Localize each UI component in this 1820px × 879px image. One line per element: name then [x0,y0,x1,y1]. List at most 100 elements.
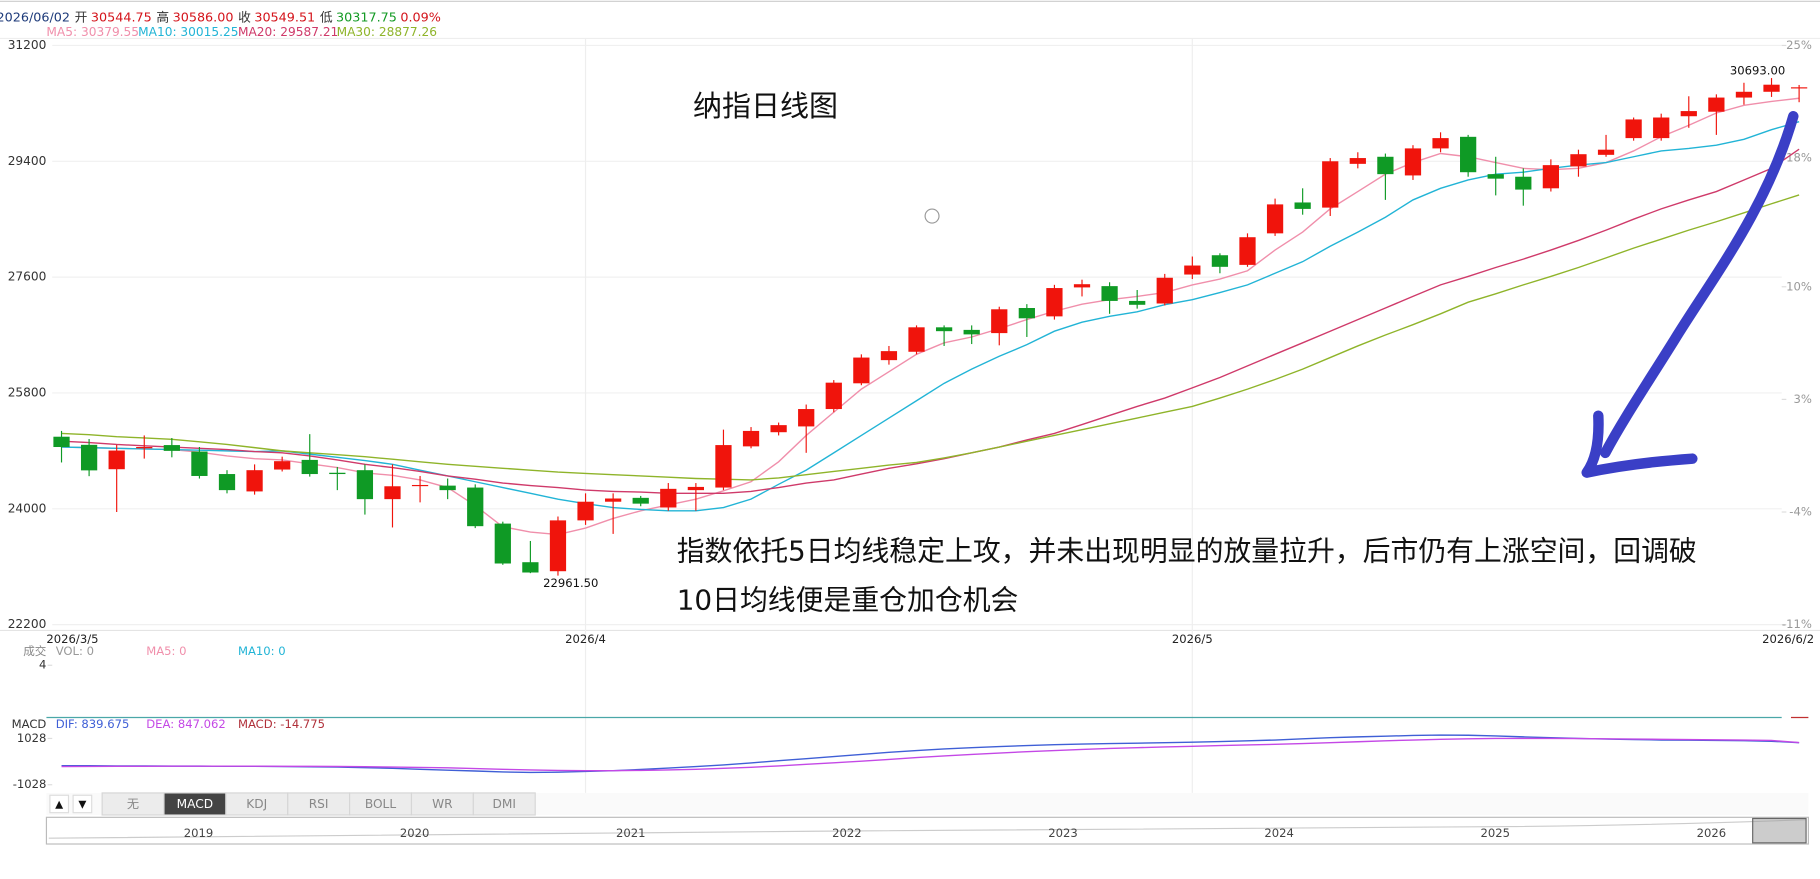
high-label: 30693.00 [1730,64,1785,78]
y2-tick-label: 18% [1786,151,1812,165]
indicator-tab-label[interactable]: 无 [127,797,139,811]
indicator-tab-label[interactable]: MACD [177,797,214,811]
legend-entry: DEA: 847.062 [146,717,226,731]
candle-body [1597,149,1615,155]
candle-body [991,309,1008,334]
y2-tick-label: 25% [1786,38,1812,52]
candle-body [411,484,429,487]
ma-line [61,121,1800,512]
candle-body [880,351,898,361]
quote-header: 2026/06/02 开 30544.75 高 30586.00 收 30549.51 低 30… [0,9,441,25]
quote-label: 低 [320,10,333,25]
candle-body [274,461,291,470]
candle-body [191,451,208,476]
candle-body [494,523,511,564]
navigator-year: 2022 [832,826,862,840]
candle-body [715,445,732,488]
candle-body [136,447,153,449]
navigator-year: 2024 [1264,826,1294,840]
y-tick-label: 1028 [17,731,47,745]
panel-title: 成交 [23,644,47,658]
scroll-arrow[interactable]: ▼ [78,799,86,811]
indicator-tab-label[interactable]: KDJ [246,797,267,811]
x-tick-label: 2026/3/5 [46,632,98,646]
y-tick-label: -1028 [13,777,47,791]
navigator-year: 2019 [184,826,214,840]
navigator-trace [48,819,1807,839]
candle-body [1735,91,1753,98]
candle-body [1073,284,1091,288]
y-tick-label: 27600 [8,270,47,284]
candle-body [1542,165,1560,189]
y-tick-label: 29400 [8,154,47,168]
ma-line [61,194,1800,481]
candle-body [80,444,98,471]
legend-entry: MACD: -14.775 [238,717,325,731]
candle-body [1129,300,1146,305]
candle-body [1046,288,1063,317]
quote-label: 高 [156,9,169,25]
indicator-tab-label[interactable]: RSI [309,797,329,811]
candle-body [577,501,594,521]
annotation: 10日均线便是重仓加仓机会 [677,583,1019,616]
candle-body [1101,286,1118,301]
scroll-button[interactable] [72,794,93,814]
navigator-year: 2020 [400,826,430,840]
legend-entry: MA20: 29587.21 [238,25,338,39]
candle-body [1211,255,1229,267]
x-tick-label: 2026/5 [1172,632,1213,646]
candle-body [549,520,567,572]
quote-value: 30549.51 [254,10,315,25]
candle-body [742,430,760,447]
candle-body [1570,154,1587,167]
candle-body [1460,136,1477,173]
candle-body [1432,138,1449,149]
candle-body [963,329,980,335]
candle-body [1404,148,1422,176]
candle-body [825,382,842,410]
legend-entry: MA30: 28877.26 [337,25,437,39]
scroll-arrow[interactable]: ▲ [55,799,63,811]
quote-date: 2026/06/02 [0,10,70,25]
indicator-tab-label[interactable]: DMI [492,797,515,811]
quote-value: 30317.75 [336,10,397,25]
y2-tick-label: 10% [1786,279,1812,293]
candle-body [1184,265,1201,275]
candle-body [605,498,622,502]
candle-body [1790,87,1808,89]
quote-value: 30586.00 [173,10,234,25]
ma-line [61,97,1800,536]
macd-line [61,737,1800,772]
quote-label: 开 [75,10,88,25]
quote-label: 收 [238,10,251,25]
candle-body [660,488,677,508]
candle-body [163,445,180,451]
cursor-marker [924,208,940,224]
candle-body [1349,158,1366,164]
candle-body [770,425,787,433]
navigator-year: 2025 [1480,826,1510,840]
candle-body [53,436,70,448]
navigator-window[interactable] [1752,817,1807,844]
x-tick-label: 2026/4 [565,632,606,646]
indicator-tab-label[interactable]: BOLL [365,797,396,811]
y-tick-label: 31200 [8,38,47,52]
candle-body [301,459,318,475]
hand-drawn-arrow-head [1581,410,1698,478]
candle-body [687,486,705,491]
indicator-tab[interactable] [472,792,536,816]
candle-body [935,327,953,332]
candle-body [632,497,649,504]
y2-tick-label: -11% [1782,617,1812,631]
candle-body [1708,97,1725,112]
legend-entry: DIF: 839.675 [56,717,130,731]
candle-body [356,470,374,500]
scroll-button[interactable] [49,794,70,814]
macd-line [61,734,1800,774]
candle-body [439,485,456,491]
indicator-tab-label[interactable]: WR [432,797,453,811]
chart-title: 纳指日线图 [693,89,838,123]
legend-entry: MA5: 0 [146,644,186,658]
